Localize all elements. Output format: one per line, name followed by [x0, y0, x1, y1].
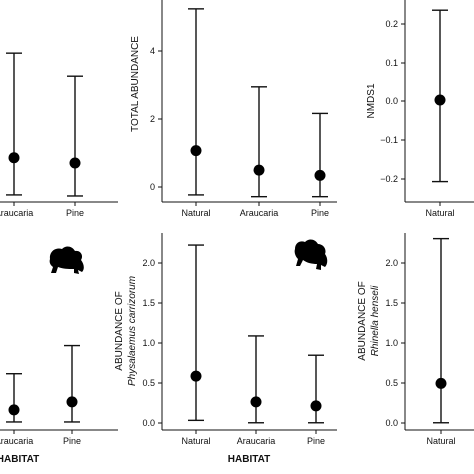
y-tick-label: 0.0 [385, 418, 398, 428]
y-tick-label: 1.0 [385, 338, 398, 348]
x-tick-label: Araucaria [240, 208, 279, 218]
frog-icon [294, 239, 328, 270]
data-marks [6, 52, 83, 197]
x-ticks: Natural [425, 202, 455, 218]
y-tick-label: −0.1 [380, 135, 398, 145]
y-tick-label: 0.2 [385, 19, 398, 29]
y-tick-label: 2.0 [142, 258, 155, 268]
panel-bottom-left: Araucaria Pine HABITAT [0, 344, 118, 465]
y-tick-label: 4 [150, 46, 155, 56]
y-ticks: 0 2 4 [150, 46, 162, 192]
y-tick-label: 0.5 [385, 378, 398, 388]
x-tick-label: Pine [311, 208, 329, 218]
data-marks [432, 9, 448, 183]
panel-physalaemus: 0.0 0.5 1.0 1.5 2.0 Natural Araucaria Pi… [114, 233, 337, 465]
y-axis-title-line1: ABUNDANCE OF [114, 291, 125, 370]
y-tick-label: −0.2 [380, 174, 398, 184]
x-axis-title: HABITAT [228, 454, 270, 465]
y-tick-label: 2.0 [385, 258, 398, 268]
x-ticks: Araucaria Pine [0, 202, 84, 218]
x-tick-label: Pine [307, 436, 325, 446]
x-tick-label: Natural [181, 208, 210, 218]
mean-point [190, 370, 202, 382]
mean-point [190, 145, 202, 157]
y-tick-label: 0.1 [385, 58, 398, 68]
panel-nmds1: −0.2 −0.1 0.0 0.1 0.2 Natural NMDS1 [366, 0, 474, 218]
mean-point [66, 396, 78, 408]
panel-top-left: Araucaria Pine [0, 52, 118, 218]
x-tick-label: Natural [426, 436, 455, 446]
x-tick-label: Natural [425, 208, 454, 218]
x-axis-title: HABITAT [0, 454, 39, 465]
mean-point [314, 169, 326, 181]
mean-point [253, 164, 265, 176]
mean-point [8, 152, 20, 164]
frog-icon [49, 246, 84, 274]
x-ticks: Natural Araucaria Pine [181, 202, 329, 218]
y-tick-label: 0.0 [142, 418, 155, 428]
y-axis-title-line2: Rhinella henseli [370, 285, 381, 356]
x-ticks: Natural [426, 430, 456, 446]
x-tick-label: Pine [66, 208, 84, 218]
y-tick-label: 0.5 [142, 378, 155, 388]
data-marks [188, 8, 328, 198]
data-marks [433, 237, 449, 424]
y-axis-title-line1: ABUNDANCE OF [357, 281, 368, 360]
mean-point [310, 400, 322, 412]
y-tick-label: 1.0 [142, 338, 155, 348]
x-tick-label: Araucaria [237, 436, 276, 446]
y-tick-label: 0.0 [385, 96, 398, 106]
panel-rhinella: 0.0 0.5 1.0 1.5 2.0 Natural ABUNDANCE OF… [357, 233, 474, 446]
panel-total-abundance: 0 2 4 Natural Araucaria Pine TOTAL ABUND… [130, 0, 337, 218]
y-axis-title-line2: Physalaemus carrizorum [127, 276, 138, 386]
mean-point [8, 404, 20, 416]
data-marks [6, 344, 80, 423]
mean-point [69, 157, 81, 169]
y-tick-label: 2 [150, 114, 155, 124]
y-axis-title: NMDS1 [366, 83, 377, 118]
y-ticks: 0.0 0.5 1.0 1.5 2.0 [142, 258, 162, 428]
x-tick-label: Araucaria [0, 436, 33, 446]
y-tick-label: 0 [150, 182, 155, 192]
y-ticks: 0.0 0.5 1.0 1.5 2.0 [385, 258, 405, 428]
x-ticks: Natural Araucaria Pine [181, 430, 325, 446]
x-tick-label: Natural [181, 436, 210, 446]
y-tick-label: 1.5 [385, 298, 398, 308]
y-ticks: −0.2 −0.1 0.0 0.1 0.2 [380, 19, 405, 184]
data-marks [188, 244, 324, 424]
x-tick-label: Araucaria [0, 208, 33, 218]
y-axis-title: TOTAL ABUNDANCE [130, 36, 141, 132]
x-ticks: Araucaria Pine [0, 430, 81, 446]
mean-point [250, 396, 262, 408]
x-tick-label: Pine [63, 436, 81, 446]
y-tick-label: 1.5 [142, 298, 155, 308]
mean-point [435, 377, 447, 389]
mean-point [434, 94, 446, 106]
